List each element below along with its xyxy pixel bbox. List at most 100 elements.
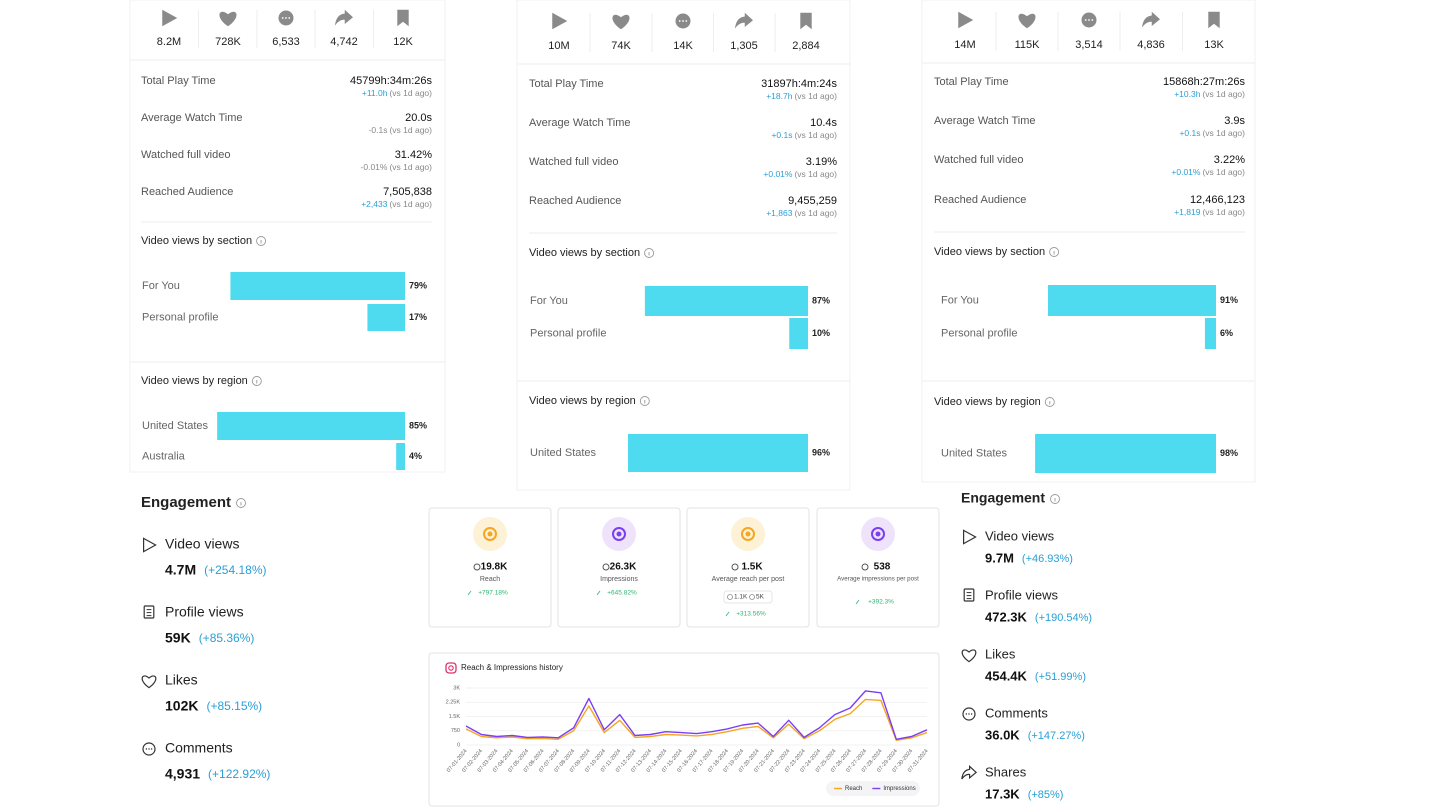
metric-change: +10.3h (vs 1d ago): [1174, 89, 1245, 99]
change-note: (vs 1d ago): [1202, 89, 1245, 99]
metric-change: +18.7h (vs 1d ago): [766, 91, 837, 101]
count-label: 12K: [393, 36, 413, 48]
stat-card: [686, 507, 810, 628]
bar-value-label: 17%: [409, 312, 427, 322]
metric-value: 31897h:4m:24s: [761, 78, 837, 90]
card-sub: 1.1K: [734, 594, 748, 601]
engagement-value: 472.3K: [985, 609, 1028, 624]
line-series: [465, 690, 928, 740]
card-link-icon: [473, 563, 481, 571]
engagement-value: 36.0K: [985, 727, 1020, 742]
metric-value: 45799h:34m:26s: [350, 75, 432, 87]
bar-value-label: 79%: [409, 280, 427, 290]
heart-icon: [1018, 13, 1036, 29]
comment-dot: [965, 713, 968, 715]
metric-value: 3.22%: [1214, 154, 1245, 166]
y-tick-label: 3K: [453, 685, 460, 691]
card-label: Average reach per post: [712, 576, 785, 583]
section-title: Video views by section: [934, 246, 1045, 258]
engagement-value: 4.7M: [165, 562, 196, 578]
heart-icon: [612, 14, 630, 30]
engagement-title: Engagement: [141, 494, 231, 511]
change-value: +0.01%: [1171, 167, 1201, 177]
engagement-value: 454.4K: [985, 668, 1028, 683]
sub-pill: [723, 590, 773, 604]
bar-label: Personal profile: [530, 327, 606, 339]
y-tick-label: 2.25K: [446, 700, 461, 706]
card-icon-dot: [745, 531, 751, 537]
bar: [1035, 434, 1216, 473]
card-value: 538: [874, 562, 891, 573]
card-icon: [741, 527, 755, 541]
bar-label: Australia: [142, 450, 186, 462]
change-value: +11.0h: [362, 88, 388, 98]
engagement-label: Comments: [985, 705, 1048, 720]
engagement-change: (+51.99%): [1035, 671, 1086, 683]
bar-label: United States: [142, 420, 209, 432]
legend-label: Reach: [845, 786, 862, 792]
comment-dot: [1084, 19, 1087, 21]
section-title: Video views by region: [529, 395, 636, 407]
info-icon: [236, 498, 246, 508]
info-icon: [1044, 397, 1055, 407]
section-title: Video views by section: [529, 247, 640, 259]
card-link-icon: [731, 563, 739, 571]
comment-dot: [281, 17, 284, 19]
engagement-value: 9.7M: [985, 550, 1014, 565]
metric-change: +0.1s (vs 1d ago): [771, 130, 837, 140]
bar-value-label: 96%: [812, 447, 830, 457]
doc-icon: [143, 605, 155, 619]
metric-value: 15868h:27m:26s: [1163, 76, 1245, 88]
bar-label: For You: [941, 294, 979, 306]
count-label: 2,884: [792, 40, 820, 52]
metric-label: Watched full video: [934, 154, 1023, 166]
metric-change: -0.1s (vs 1d ago): [369, 125, 433, 135]
count-label: 6,533: [272, 36, 300, 48]
heart-icon: [219, 11, 237, 27]
change-value: -0.01%: [361, 162, 388, 172]
engagement-change: (+190.54%): [1035, 612, 1092, 624]
card-label: Average impressions per post: [837, 576, 919, 583]
engagement-label: Shares: [985, 764, 1027, 779]
chart-title: Reach & Impressions history: [461, 663, 563, 672]
change-value: +0.1s: [1179, 128, 1200, 138]
heart-icon: [141, 675, 157, 689]
change-value: +2,433: [361, 199, 388, 209]
metric-label: Reached Audience: [934, 194, 1026, 206]
card-value: 19.8K: [481, 562, 508, 573]
metric-value: 20.0s: [405, 112, 432, 124]
change-note: (vs 1d ago): [1202, 167, 1245, 177]
share-icon: [1142, 11, 1160, 28]
metric-change: +0.01% (vs 1d ago): [763, 169, 837, 179]
metric-label: Watched full video: [141, 149, 230, 161]
bar-value-label: 85%: [409, 420, 427, 430]
section-title: Video views by section: [141, 235, 252, 247]
card-icon: [483, 527, 497, 541]
count-label: 14K: [673, 40, 693, 52]
y-tick-label: 0: [457, 742, 460, 748]
change-note: (vs 1d ago): [1202, 207, 1245, 217]
sub-icon: [727, 594, 733, 600]
card-label: Impressions: [600, 576, 638, 583]
card-change: +645.82%: [607, 590, 637, 597]
bar: [644, 286, 808, 316]
count-label: 10M: [548, 40, 569, 52]
metric-value: 9,455,259: [788, 195, 837, 207]
engagement-label: Likes: [165, 672, 198, 688]
change-note: (vs 1d ago): [389, 162, 432, 172]
engagement-change: (+46.93%): [1022, 553, 1073, 565]
info-icon: [644, 248, 655, 258]
count-label: 4,742: [330, 36, 358, 48]
metric-label: Total Play Time: [141, 75, 216, 87]
bar: [628, 434, 808, 472]
metric-value: 3.19%: [806, 156, 837, 168]
chart-frame: [428, 652, 940, 807]
bar-label: United States: [941, 447, 1008, 459]
comment-dot: [288, 17, 291, 19]
change-note: (vs 1d ago): [389, 88, 432, 98]
card-value: 26.3K: [610, 562, 637, 573]
bar-label: Personal profile: [941, 327, 1017, 339]
bar: [396, 443, 405, 470]
comment-dot: [1091, 19, 1094, 21]
